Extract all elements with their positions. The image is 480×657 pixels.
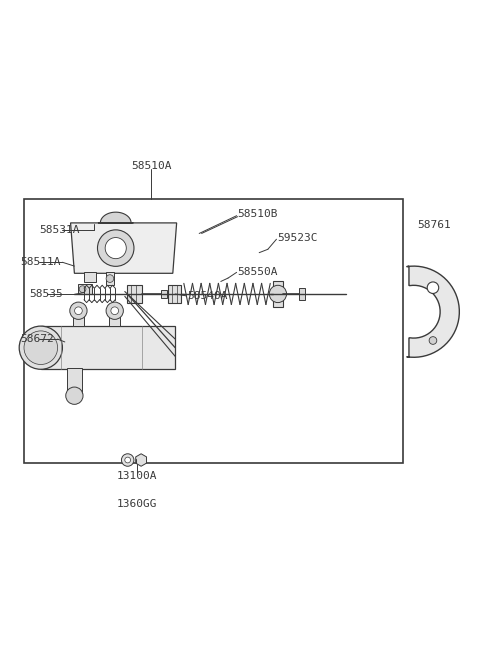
Polygon shape (407, 266, 459, 357)
Bar (273, 281, 283, 307)
Bar (127, 285, 142, 303)
Bar (24, 199, 403, 463)
Circle shape (111, 307, 119, 315)
Text: 58510B: 58510B (238, 210, 278, 219)
Text: 58540A: 58540A (187, 291, 228, 301)
Circle shape (125, 457, 131, 463)
Circle shape (427, 282, 439, 294)
Text: 58511A: 58511A (20, 258, 60, 267)
Bar (72, 311, 84, 326)
Bar (109, 311, 120, 326)
Bar (168, 285, 181, 303)
Polygon shape (98, 212, 133, 223)
Text: 58550A: 58550A (238, 267, 278, 277)
Text: 58761: 58761 (418, 220, 451, 231)
Circle shape (269, 285, 287, 303)
Text: 13100A: 13100A (117, 471, 157, 482)
Bar (299, 288, 305, 300)
Polygon shape (71, 223, 177, 273)
Polygon shape (136, 454, 146, 466)
Bar (161, 290, 167, 298)
Bar (106, 272, 114, 285)
Polygon shape (41, 326, 175, 369)
Circle shape (19, 326, 62, 369)
Circle shape (106, 275, 114, 283)
Circle shape (106, 302, 123, 319)
Circle shape (70, 302, 87, 319)
Circle shape (66, 387, 83, 404)
Circle shape (74, 307, 82, 315)
Circle shape (24, 331, 58, 365)
Bar (67, 368, 82, 396)
Circle shape (429, 336, 437, 344)
Circle shape (79, 286, 86, 292)
Text: 1360GG: 1360GG (117, 499, 157, 509)
Bar (84, 273, 96, 282)
Text: 58510A: 58510A (131, 161, 171, 171)
Text: 58535: 58535 (29, 290, 62, 300)
Text: 58531A: 58531A (39, 225, 80, 235)
Circle shape (97, 230, 134, 266)
Circle shape (105, 238, 126, 259)
Text: 59523C: 59523C (277, 233, 318, 243)
Polygon shape (78, 284, 92, 294)
Circle shape (121, 454, 134, 466)
Text: 58672: 58672 (20, 334, 54, 344)
